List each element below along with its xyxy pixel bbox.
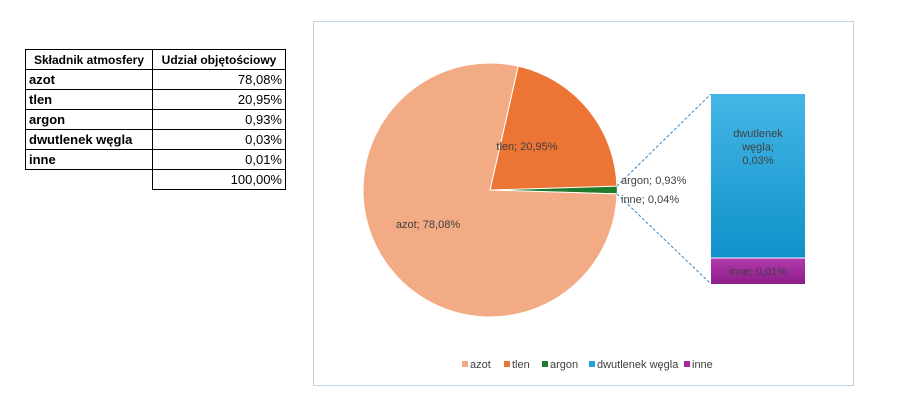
connector-lines	[616, 93, 712, 285]
legend-swatch	[462, 361, 468, 367]
header-component[interactable]: Składnik atmosfery	[25, 49, 153, 70]
connector-line-bottom	[616, 193, 712, 285]
cell-value[interactable]: 0,93%	[152, 109, 286, 130]
table-row: tlen 20,95%	[25, 89, 286, 110]
cell-empty	[26, 170, 153, 190]
cell-name[interactable]: tlen	[25, 89, 153, 110]
legend-item-label[interactable]: tlen	[512, 359, 530, 371]
data-label-tlen: tlen; 20,95%	[496, 141, 557, 153]
table-row: azot 78,08%	[25, 69, 286, 90]
data-label-dwutlenek-wegla: 0,03%	[742, 155, 773, 167]
legend-item-label[interactable]: azot	[470, 359, 491, 371]
bar-segment-dwutlenek-wegla[interactable]	[711, 94, 805, 258]
chart-area[interactable]: azot; 78,08% tlen; 20,95% argon; 0,93% inne…	[313, 21, 854, 386]
cell-value[interactable]: 0,03%	[152, 129, 286, 150]
table-row: dwutlenek węgla 0,03%	[25, 129, 286, 150]
cell-value[interactable]: 0,01%	[152, 149, 286, 170]
data-label-dwutlenek-wegla: dwutlenek	[733, 128, 783, 140]
data-label-azot: azot; 78,08%	[396, 219, 460, 231]
pie	[362, 62, 618, 318]
legend: azot tlen argon dwutlenek węgla inne	[462, 359, 713, 371]
cell-value[interactable]: 20,95%	[152, 89, 286, 110]
data-label-dwutlenek-wegla: węgla;	[741, 142, 774, 154]
legend-item-label[interactable]: dwutlenek węgla	[597, 359, 679, 371]
cell-name[interactable]: inne	[25, 149, 153, 170]
cell-total[interactable]: 100,00%	[152, 169, 286, 190]
table-row: inne 0,01%	[25, 149, 286, 170]
table-row: argon 0,93%	[25, 109, 286, 130]
atmosphere-table: Składnik atmosfery Udział objętościowy a…	[25, 49, 286, 190]
cell-value[interactable]: 78,08%	[152, 69, 286, 90]
table-header-row: Składnik atmosfery Udział objętościowy	[25, 49, 286, 70]
header-share[interactable]: Udział objętościowy	[152, 49, 286, 70]
data-labels: azot; 78,08% tlen; 20,95% argon; 0,93% inne…	[396, 128, 787, 278]
legend-item-label[interactable]: argon	[550, 359, 578, 371]
pie-slice-azot[interactable]	[362, 62, 618, 318]
legend-swatch	[504, 361, 510, 367]
table-total-row: 100,00%	[26, 169, 286, 190]
cell-name[interactable]: dwutlenek węgla	[25, 129, 153, 150]
stacked-bar	[711, 94, 805, 284]
connector-line-top	[616, 93, 712, 187]
legend-swatch	[684, 361, 690, 367]
data-label-inne-bar: inne; 0,01%	[729, 266, 787, 278]
data-label-inne: inne; 0,04%	[621, 194, 679, 206]
legend-swatch	[589, 361, 595, 367]
cell-name[interactable]: azot	[25, 69, 153, 90]
cell-name[interactable]: argon	[25, 109, 153, 130]
data-label-argon: argon; 0,93%	[621, 175, 687, 187]
legend-swatch	[542, 361, 548, 367]
legend-item-label[interactable]: inne	[692, 359, 713, 371]
bar-segment-inne[interactable]	[711, 258, 805, 284]
pie-slice-tlen[interactable]	[489, 65, 618, 191]
bar-of-pie-chart: azot; 78,08% tlen; 20,95% argon; 0,93% inne…	[362, 62, 805, 371]
